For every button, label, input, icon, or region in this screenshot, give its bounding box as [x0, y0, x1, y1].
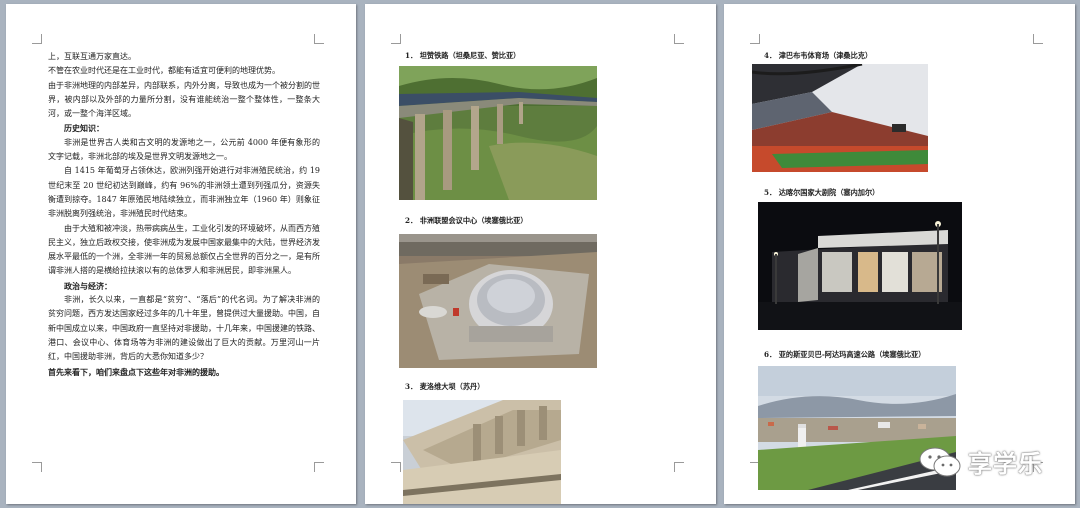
margin-corner-mark [32, 462, 42, 472]
margin-corner-mark [314, 462, 324, 472]
margin-corner-mark [32, 34, 42, 44]
watermark-text: 享学乐 [968, 450, 1043, 478]
photo-caption: 4． 津巴布韦体育场（津桑比克） [764, 51, 873, 60]
closing-paragraph: 首先来看下，咱们来盘点下这些年对非洲的援助。 [48, 366, 224, 377]
paragraph: 自 1415 年葡萄牙占领休达，欧洲列强开始进行对非洲殖民统治，约 19 世纪末… [48, 166, 320, 219]
photo-caption: 1． 坦赞铁路（坦桑尼亚、赞比亚） [405, 51, 521, 60]
margin-corner-mark [1033, 34, 1043, 44]
document-page-1: 上，互联互通万家直达。 不管在农业时代还是在工业时代，都能有适宜可便利的地理优势… [6, 4, 356, 504]
margin-corner-mark [674, 462, 684, 472]
photo-caption: 2． 非洲联盟会议中心（埃塞俄比亚） [405, 216, 528, 225]
paragraph: 不管在农业时代还是在工业时代，都能有适宜可便利的地理优势。 [48, 66, 280, 76]
stadium-photo [752, 64, 928, 172]
paragraph: 非洲是世界古人类和古文明的发源地之一，公元前 4000 年便有象形的文字记载，非… [48, 137, 320, 162]
margin-corner-mark [391, 34, 401, 44]
section-heading-history: 历史知识： [64, 123, 104, 134]
document-page-3: 4． 津巴布韦体育场（津桑比克） 5． 达喀尔国家大剧院（塞内加尔） [724, 4, 1075, 504]
page-1-body-text: 上，互联互通万家直达。 不管在农业时代还是在工业时代，都能有适宜可便利的地理优势… [48, 50, 320, 379]
photo-caption: 3． 麦洛维大坝（苏丹） [405, 382, 485, 391]
document-page-2: 1． 坦赞铁路（坦桑尼亚、赞比亚） 2． 非洲联盟会议中心（埃塞俄比亚） [365, 4, 716, 504]
wechat-logo-icon [918, 446, 962, 478]
margin-corner-mark [314, 34, 324, 44]
paragraph: 由于大殖和被冲淡，热带病病丛生，工业化引发的环境破坏，从而西方殖民主义，独立后政… [48, 223, 320, 276]
photo-caption: 6． 亚的斯亚贝巴-阿达玛高速公路（埃塞俄比亚） [764, 350, 926, 359]
paragraph: 非洲，长久以来，一直都是“贫穷”、“落后”的代名词。为了解决非洲的贫穷问题，西方… [48, 295, 320, 362]
theater-night-photo [758, 202, 962, 330]
margin-corner-mark [1033, 462, 1043, 472]
section-heading-politics-economy: 政治与经济： [64, 280, 112, 291]
expressway-photo [758, 366, 956, 490]
photo-caption: 5． 达喀尔国家大剧院（塞内加尔） [764, 188, 880, 197]
margin-corner-mark [391, 462, 401, 472]
paragraph: 上，互联互通万家直达。 [48, 52, 136, 61]
conference-center-photo [399, 234, 597, 368]
margin-corner-mark [674, 34, 684, 44]
dam-photo [403, 400, 561, 504]
margin-corner-mark [750, 34, 760, 44]
paragraph: 由于非洲地理的内部差异，内部联系，内外分离，导致也成为一个被分割的世界，被内部以… [48, 80, 320, 119]
railway-bridge-photo [399, 66, 597, 200]
watermark: 享学乐 [918, 444, 1043, 479]
